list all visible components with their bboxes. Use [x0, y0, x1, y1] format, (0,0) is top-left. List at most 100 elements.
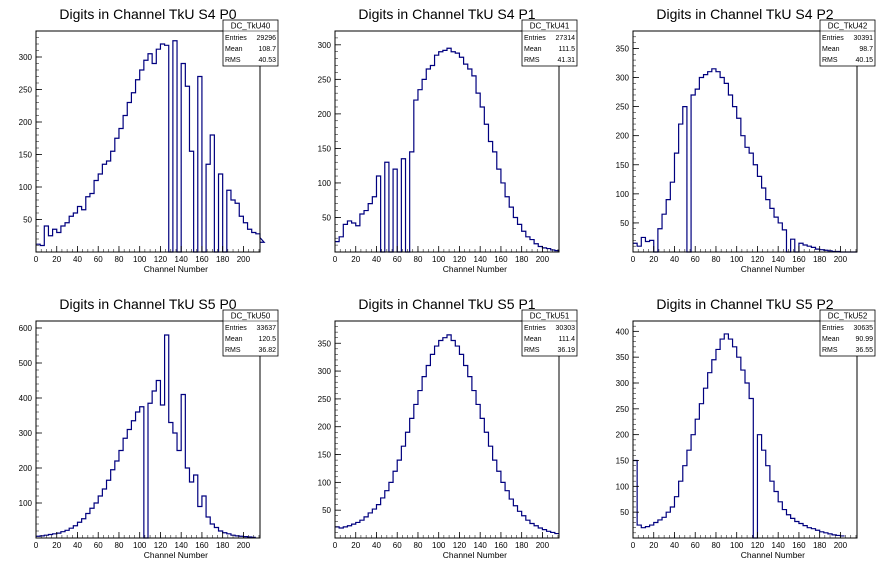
panel-dc_tku41: Digits in Channel TkU S4 P15010015020025…	[318, 6, 578, 274]
stats-name: DC_TkU40	[231, 22, 271, 31]
x-tick-label: 180	[515, 255, 529, 264]
y-tick-label: 600	[19, 324, 33, 333]
x-tick-label: 60	[94, 255, 103, 264]
x-tick-label: 200	[834, 255, 848, 264]
y-tick-label: 100	[19, 499, 33, 508]
stats-value: 30635	[854, 325, 874, 332]
x-tick-label: 160	[792, 541, 806, 550]
stats-label: Entries	[524, 325, 546, 332]
y-tick-label: 200	[616, 431, 630, 440]
stats-label: Mean	[822, 336, 840, 343]
x-axis-label: Channel Number	[741, 550, 805, 560]
y-tick-label: 350	[616, 353, 630, 362]
y-tick-label: 100	[318, 179, 332, 188]
y-tick-label: 100	[318, 478, 332, 487]
x-tick-label: 20	[351, 541, 360, 550]
stats-label: RMS	[524, 347, 540, 354]
y-tick-label: 150	[318, 144, 332, 153]
x-tick-label: 140	[772, 541, 786, 550]
histogram-line	[335, 47, 559, 253]
x-tick-label: 80	[712, 541, 721, 550]
stats-label: Entries	[225, 325, 247, 332]
y-tick-label: 200	[318, 110, 332, 119]
y-tick-label: 50	[620, 508, 629, 517]
stats-label: Mean	[225, 336, 243, 343]
panel-dc_tku40: Digits in Channel TkU S4 P05010015020025…	[19, 6, 279, 274]
chart-title: Digits in Channel TkU S5 P2	[656, 296, 833, 312]
stats-value: 111.4	[559, 336, 576, 343]
panel-dc_tku50: Digits in Channel TkU S5 P01002003004005…	[19, 296, 279, 560]
stats-box	[819, 19, 876, 67]
y-tick-label: 250	[318, 395, 332, 404]
x-axis-label: Channel Number	[741, 264, 805, 274]
x-tick-label: 140	[772, 255, 786, 264]
x-tick-label: 140	[474, 541, 488, 550]
x-tick-label: 60	[691, 541, 700, 550]
stats-name: DC_TkU41	[530, 22, 570, 31]
stats-label: Entries	[822, 325, 844, 332]
y-tick-label: 500	[19, 359, 33, 368]
x-tick-label: 100	[432, 541, 446, 550]
stats-label: Mean	[524, 336, 542, 343]
x-tick-label: 140	[175, 255, 189, 264]
y-tick-label: 300	[318, 367, 332, 376]
y-tick-label: 300	[19, 53, 33, 62]
stats-value: 90.99	[855, 336, 873, 343]
y-tick-label: 50	[322, 213, 331, 222]
x-tick-label: 100	[730, 541, 744, 550]
x-tick-label: 0	[34, 541, 39, 550]
stats-value: 120.5	[258, 336, 276, 343]
x-tick-label: 180	[216, 255, 230, 264]
y-tick-label: 400	[19, 394, 33, 403]
stats-value: 108.7	[258, 46, 276, 53]
stats-name: DC_TkU50	[231, 312, 271, 321]
histogram-line	[633, 333, 845, 539]
stats-value: 33637	[257, 325, 277, 332]
x-tick-label: 100	[730, 255, 744, 264]
y-tick-label: 300	[616, 74, 630, 83]
stats-label: Entries	[822, 35, 844, 42]
x-tick-label: 200	[536, 541, 550, 550]
chart-title: Digits in Channel TkU S4 P2	[656, 6, 833, 22]
x-tick-label: 40	[73, 541, 82, 550]
y-tick-label: 200	[19, 464, 33, 473]
y-tick-label: 250	[616, 103, 630, 112]
stats-label: RMS	[822, 347, 838, 354]
stats-value: 98.7	[859, 46, 873, 53]
x-tick-label: 20	[649, 541, 658, 550]
stats-box	[222, 309, 279, 357]
stats-value: 36.19	[557, 347, 575, 354]
x-tick-label: 180	[813, 255, 827, 264]
x-tick-label: 120	[154, 541, 168, 550]
x-tick-label: 180	[216, 541, 230, 550]
x-tick-label: 140	[175, 541, 189, 550]
x-tick-label: 80	[115, 541, 124, 550]
y-tick-label: 100	[19, 183, 33, 192]
x-tick-label: 40	[73, 255, 82, 264]
x-tick-label: 200	[834, 541, 848, 550]
chart-title: Digits in Channel TkU S4 P0	[59, 6, 236, 22]
stats-value: 29296	[257, 35, 277, 42]
y-tick-label: 300	[19, 429, 33, 438]
y-tick-label: 150	[19, 151, 33, 160]
x-tick-label: 140	[474, 255, 488, 264]
x-tick-label: 80	[712, 255, 721, 264]
x-tick-label: 0	[333, 541, 338, 550]
stats-label: Entries	[524, 35, 546, 42]
x-tick-label: 40	[670, 541, 679, 550]
x-tick-label: 100	[133, 255, 147, 264]
stats-value: 30303	[556, 325, 576, 332]
x-tick-label: 180	[515, 541, 529, 550]
y-tick-label: 200	[318, 423, 332, 432]
x-tick-label: 40	[372, 255, 381, 264]
y-tick-label: 150	[318, 451, 332, 460]
stats-label: Mean	[225, 46, 243, 53]
x-axis-label: Channel Number	[144, 550, 208, 560]
x-tick-label: 120	[751, 541, 765, 550]
plot-frame	[35, 320, 261, 539]
x-tick-label: 160	[195, 255, 209, 264]
y-tick-label: 250	[318, 75, 332, 84]
x-axis-label: Channel Number	[443, 264, 507, 274]
stats-value: 111.5	[559, 46, 576, 53]
x-tick-label: 160	[195, 541, 209, 550]
